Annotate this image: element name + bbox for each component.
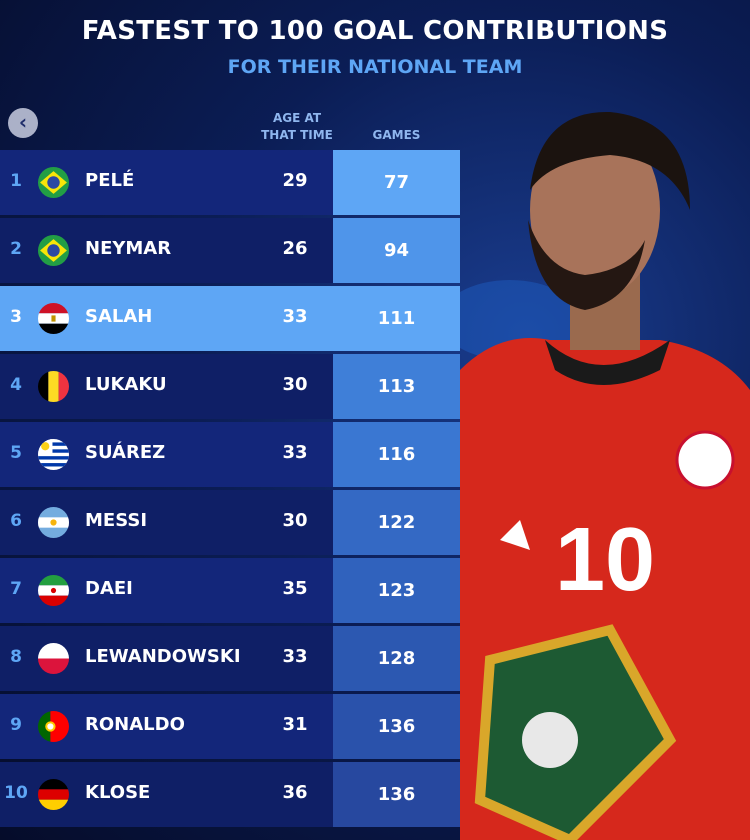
age-value: 36 [282, 782, 308, 803]
age-value: 29 [282, 170, 308, 191]
player-name: SALAH [85, 306, 153, 327]
egypt-flag-icon [38, 303, 69, 334]
rank: 3 [10, 307, 22, 327]
pennant-crest-icon [522, 712, 578, 768]
games-value: 122 [333, 490, 460, 555]
player-name: LEWANDOWSKI [85, 646, 241, 667]
games-value: 123 [333, 558, 460, 623]
player-name: RONALDO [85, 714, 185, 735]
rank: 7 [10, 579, 22, 599]
rank: 2 [10, 239, 22, 259]
age-value: 33 [282, 306, 308, 327]
rank: 10 [4, 783, 28, 803]
player-name: MESSI [85, 510, 148, 531]
poland-flag-icon [38, 643, 69, 674]
column-header-games: GAMES [372, 128, 421, 142]
player-name: KLOSE [85, 782, 151, 803]
age-value: 33 [282, 442, 308, 463]
argentina-flag-icon [38, 507, 69, 538]
player-name: DAEI [85, 578, 133, 599]
iran-flag-icon [38, 575, 69, 606]
games-value: 128 [333, 626, 460, 691]
rank: 9 [10, 715, 22, 735]
age-value: 31 [282, 714, 308, 735]
games-value: 136 [333, 762, 460, 827]
table-row: 10 KLOSE 36 136 [0, 762, 460, 827]
puma-logo-icon [500, 520, 530, 550]
player-name: LUKAKU [85, 374, 167, 395]
rank: 1 [10, 171, 22, 191]
page-subtitle: FOR THEIR NATIONAL TEAM [227, 56, 523, 78]
games-value: 111 [333, 286, 460, 351]
player-name: NEYMAR [85, 238, 172, 259]
jersey-number: 10 [555, 510, 655, 610]
rank: 8 [10, 647, 22, 667]
games-value: 113 [333, 354, 460, 419]
uruguay-flag-icon [38, 439, 69, 470]
page-title: FASTEST TO 100 GOAL CONTRIBUTIONS [81, 16, 669, 46]
table-row: 2 NEYMAR 26 94 [0, 218, 460, 283]
egypt-crest-icon [675, 430, 735, 490]
player-photo: 10 [460, 111, 750, 840]
germany-flag-icon [38, 779, 69, 810]
chevron-left-icon: ‹ [18, 110, 28, 134]
age-value: 30 [282, 374, 308, 395]
table-row: 9 RONALDO 31 136 [0, 694, 460, 759]
table-row: 6 MESSI 30 122 [0, 490, 460, 555]
age-value: 26 [282, 238, 308, 259]
column-header-age: AGE AT THAT TIME [261, 111, 333, 142]
rank: 5 [10, 443, 22, 463]
portugal-flag-icon [38, 711, 69, 742]
table-row: 7 DAEI 35 123 [0, 558, 460, 623]
rank: 4 [10, 375, 22, 395]
age-value: 33 [282, 646, 308, 667]
rank: 6 [10, 511, 22, 531]
age-value: 30 [282, 510, 308, 531]
table-row: 8 LEWANDOWSKI 33 128 [0, 626, 460, 691]
table-row: 5 SUÁREZ 33 116 [0, 422, 460, 487]
games-value: 94 [333, 218, 460, 283]
games-value: 116 [333, 422, 460, 487]
games-value: 136 [333, 694, 460, 759]
player-name: PELÉ [85, 170, 135, 191]
table-row: 3 SALAH 33 111 [0, 286, 460, 351]
brazil-flag-icon [38, 235, 69, 266]
player-name: SUÁREZ [85, 442, 166, 463]
age-value: 35 [282, 578, 308, 599]
back-button[interactable]: ‹ [8, 108, 38, 138]
table-row: 1 PELÉ 29 77 [0, 150, 460, 215]
belgium-flag-icon [38, 371, 69, 402]
brazil-flag-icon [38, 167, 69, 198]
table-row: 4 LUKAKU 30 113 [0, 354, 460, 419]
games-value: 77 [333, 150, 460, 215]
